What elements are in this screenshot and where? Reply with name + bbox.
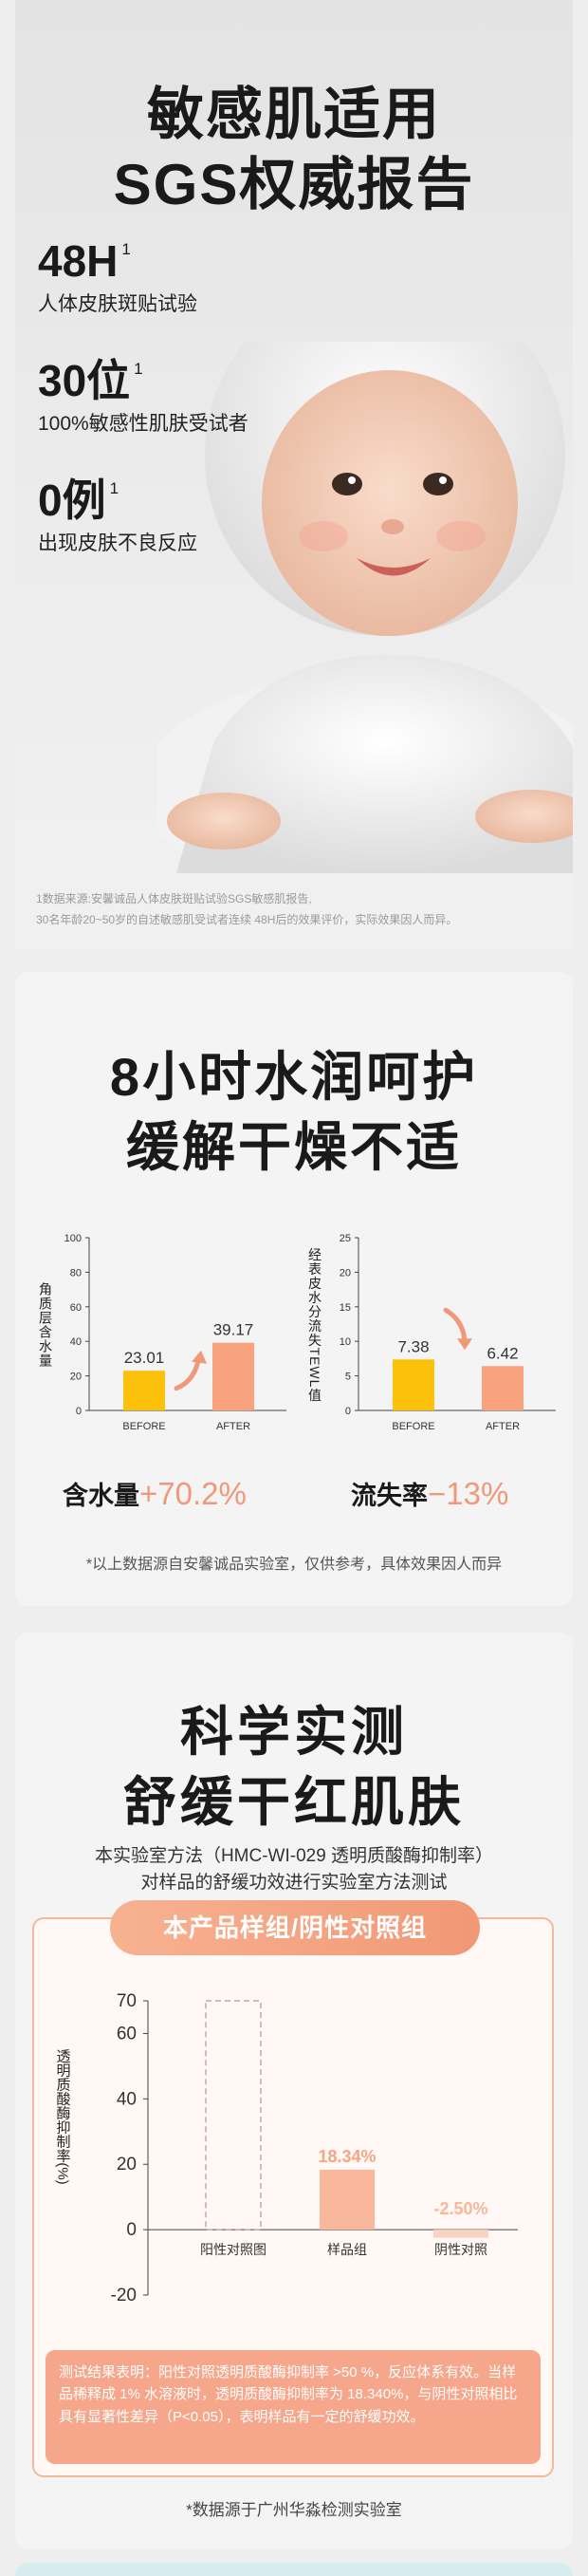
x-tick-label: 样品组 [327,2242,367,2257]
soothing-footnote: *数据源于广州华淼检测实验室 [186,2501,402,2519]
y-tick-label: 0 [126,2220,137,2240]
hero-title-line2: SGS权威报告 [113,153,475,216]
loss-result-value: −13% [428,1476,509,1511]
stat-value: 48H [38,236,119,286]
hero-section: 敏感肌适用 SGS权威报告 48H 1 人体皮肤斑贴试验 30位 1 100%敏感性… [15,0,573,949]
stat-subjects: 30位 1 100%敏感性肌肤受试者 [38,359,248,437]
soothing-subtitle-line2: 对样品的舒缓功效进行实验室方法测试 [140,1873,448,1893]
y-tick-label: -20 [111,2286,137,2305]
next-section-edge [15,2563,573,2576]
stat-desc: 100%敏感性肌肤受试者 [38,413,248,435]
x-tick-label: AFTER [486,1421,520,1432]
bar-sample-group [320,2169,375,2231]
y-axis-label: 透明质酸酶抑制率(%) [55,2048,71,2184]
bar-positive-control [205,2000,262,2231]
hydration-footnote: *以上数据源自安馨诚品实验室，仅供参考，具体效果因人而异 [85,1557,503,1573]
hydration-title-line1: 8小时水润呵护 [109,1047,479,1107]
inhibition-bar-chart: -20 0 20 40 60 70 透明质酸酶抑制率(%) 18.34% -2.50% 阳性对照图… [55,1991,518,2305]
y-tick-label: 80 [70,1267,82,1279]
bar-after [482,1366,524,1410]
y-axis-label: 经表皮水分流失TEWL值 [307,1248,322,1403]
x-tick-label: 阴性对照 [434,2242,487,2257]
soothing-title-line2: 舒缓干红肌肤 [123,1772,465,1832]
stat-desc: 人体皮肤斑贴试验 [38,293,197,315]
bar-before [393,1359,434,1410]
bar-value-label: 7.38 [397,1337,429,1355]
y-tick-label: 40 [70,1336,82,1348]
moisture-result-label: 含水量 [63,1482,139,1510]
y-tick-label: 20 [117,2155,137,2175]
y-tick-label: 100 [64,1233,82,1244]
y-tick-label: 15 [340,1302,351,1314]
x-tick-label: BEFORE [392,1421,434,1432]
y-axis-label: 角质层含水量 [38,1282,53,1368]
stat-footnote-mark: 1 [121,240,131,258]
y-tick-label: 70 [117,1991,137,2011]
y-tick-label: 10 [340,1336,351,1348]
bar-value-label: -2.50% [433,2199,487,2218]
moisture-result-value: +70.2% [139,1476,247,1511]
moisture-bar-chart: 0 20 40 60 80 100 角质层含水量 23.01 BEFORE 39.17 AFTER [38,1233,286,1432]
trend-arrow-head [457,1338,472,1351]
stat-value: 0例 [38,476,106,525]
bar-negative-control [433,2230,488,2238]
tewl-bar-chart: 0 5 10 15 20 25 经表皮水分流失TEWL值 7.38 BEFORE 6.42 AFTE… [307,1233,556,1432]
stat-value: 30位 [38,356,131,405]
hero-title-line1: 敏感肌适用 [147,83,441,146]
bar-value-label: 18.34% [318,2147,376,2166]
loss-result-label: 流失率 [351,1482,428,1510]
x-tick-label: 阳性对照图 [200,2242,266,2257]
hero-source-note: 1数据来源:安馨诚品人体皮肤斑贴试验SGS敏感肌报告, [36,892,312,905]
trend-arrow-head [192,1350,207,1364]
bar-value-label: 23.01 [124,1349,165,1367]
bar-value-label: 39.17 [213,1321,254,1339]
hero-source-note-2: 30名年龄20~50岁的自述敏感肌受试者连续 48H后的效果评价，实际效果因人而… [36,913,458,926]
bar-value-label: 6.42 [487,1344,518,1362]
stat-desc: 出现皮肤不良反应 [38,532,197,554]
x-tick-label: AFTER [216,1421,250,1432]
bar-before [123,1371,165,1410]
hydration-card: 8小时水润呵护 缓解干燥不适 0 20 40 60 80 100 角质层含水量 23.01 BE… [15,972,573,1606]
soothing-subtitle-line1: 本实验室方法（HMC-WI-029 透明质酸酶抑制率） [94,1846,494,1866]
y-tick-label: 60 [117,2024,137,2044]
moisture-result: 含水量+70.2% [63,1475,247,1512]
soothing-title-line1: 科学实测 [180,1702,408,1762]
group-pill-label: 本产品样组/阴性对照组 [110,1900,480,1955]
stat-patch-test: 48H 1 人体皮肤斑贴试验 [38,239,197,317]
conclusion-box: 测试结果表明：阳性对照透明质酸酶抑制率 >50 %，反应体系有效。当样品稀释成 … [46,2350,541,2464]
y-tick-label: 25 [340,1233,351,1244]
y-tick-label: 5 [345,1372,351,1383]
y-tick-label: 20 [340,1267,351,1279]
y-tick-label: 20 [70,1372,82,1383]
hydration-title-line2: 缓解干燥不适 [126,1117,462,1177]
stat-footnote-mark: 1 [134,360,143,378]
loss-result: 流失率−13% [351,1475,508,1512]
stat-adverse: 0例 1 出现皮肤不良反应 [38,478,197,556]
stat-footnote-mark: 1 [109,479,119,497]
y-tick-label: 0 [76,1406,82,1417]
y-tick-label: 0 [345,1406,351,1417]
soothing-card: 科学实测 舒缓干红肌肤 本实验室方法（HMC-WI-029 透明质酸酶抑制率） … [15,1633,573,2549]
baby-photo [157,342,573,873]
y-tick-label: 60 [70,1302,82,1314]
bar-after [212,1342,254,1410]
y-tick-label: 40 [117,2089,137,2109]
x-tick-label: BEFORE [122,1421,165,1432]
